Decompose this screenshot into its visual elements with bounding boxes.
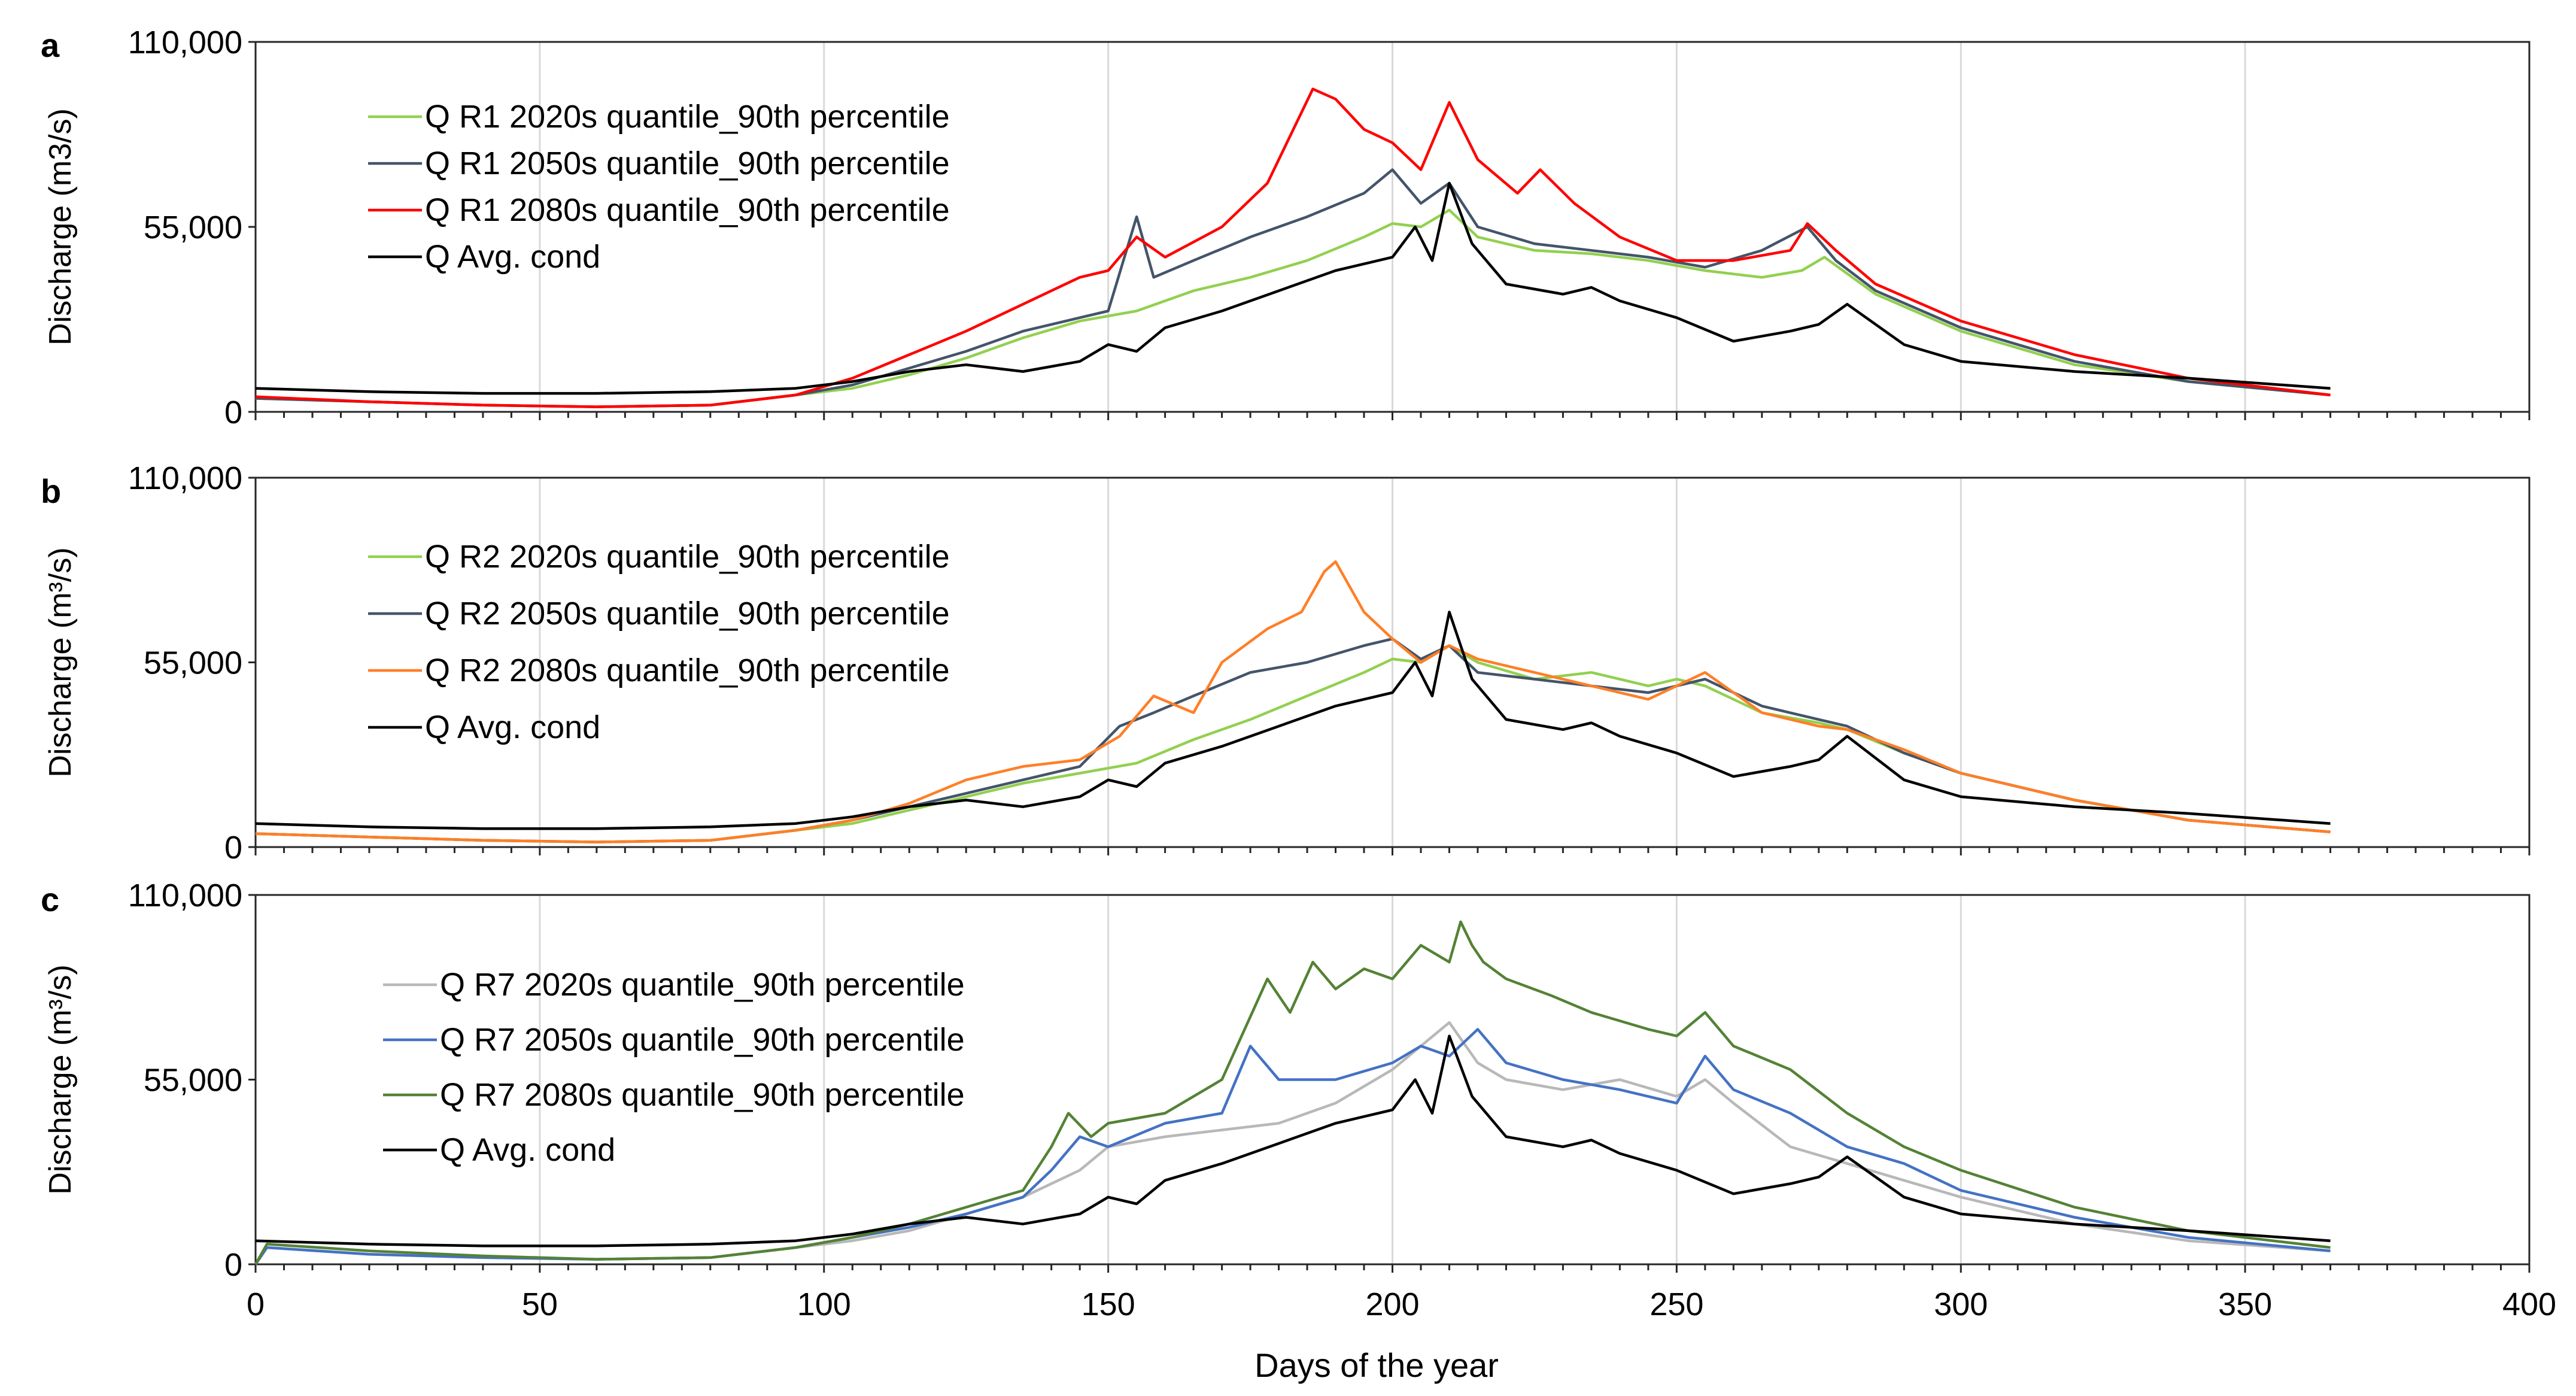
legend: Q R1 2020s quantile_90th percentile Q R1 … <box>368 99 950 275</box>
x-tick-label: 100 <box>797 1286 851 1322</box>
panel-letter: a <box>41 26 60 64</box>
legend-label: Q R1 2080s quantile_90th percentile <box>425 192 950 228</box>
y-tick-label: 110,000 <box>128 878 242 914</box>
legend-label: Q R2 2050s quantile_90th percentile <box>425 596 950 632</box>
legend-label: Q R1 2050s quantile_90th percentile <box>425 145 950 181</box>
series-line-4 <box>255 1034 2331 1248</box>
y-tick-label: 0 <box>224 1247 242 1283</box>
x-tick-label: 400 <box>2502 1286 2556 1322</box>
x-tick-label: 150 <box>1082 1286 1135 1322</box>
legend-label: Q R2 2020s quantile_90th percentile <box>425 539 950 575</box>
panels: 0 55,000 110,000 Discharge (m3/s) a Q R1 2020… <box>41 25 2556 1322</box>
series-line-4 <box>255 611 2331 830</box>
chart-panel-a: 0 55,000 110,000 Discharge (m3/s) a Q R1 2020… <box>41 25 2531 430</box>
legend-label: Q R7 2050s quantile_90th percentile <box>440 1022 965 1058</box>
x-tick-label: 0 <box>247 1286 265 1322</box>
x-tick-label: 200 <box>1365 1286 1419 1322</box>
y-tick-label: 55,000 <box>144 210 242 245</box>
y-tick-label: 0 <box>224 830 242 866</box>
chart-panel-b: 0 55,000 110,000 Discharge (m³/s) b Q R2 2020… <box>41 460 2531 866</box>
legend: Q R2 2020s quantile_90th percentile Q R2 … <box>368 539 950 745</box>
series-line-3 <box>255 560 2331 843</box>
panel-letter: c <box>41 881 59 918</box>
legend-label: Q R1 2020s quantile_90th percentile <box>425 99 950 135</box>
legend-label: Q Avg. cond <box>425 709 600 745</box>
legend-label: Q R2 2080s quantile_90th percentile <box>425 653 950 688</box>
x-tick-label: 300 <box>1934 1286 1988 1322</box>
y-axis-label: Discharge (m³/s) <box>43 547 78 777</box>
series-line-4 <box>255 181 2331 395</box>
x-tick-label: 350 <box>2218 1286 2272 1322</box>
x-tick-label: 50 <box>522 1286 558 1322</box>
y-tick-label: 0 <box>224 394 242 430</box>
x-axis-label: Days of the year <box>1254 1346 1499 1384</box>
legend-label: Q R7 2080s quantile_90th percentile <box>440 1077 965 1113</box>
legend-label: Q R7 2020s quantile_90th percentile <box>440 967 965 1003</box>
chart-panel-c: 0 55,000 110,000 0 50 100 150 200 250 300 350 400 Di… <box>41 878 2556 1322</box>
legend-label: Q Avg. cond <box>425 239 600 275</box>
series-line-3 <box>254 920 2331 1265</box>
y-tick-label: 55,000 <box>144 645 242 681</box>
legend: Q R7 2020s quantile_90th percentile Q R7 … <box>383 967 965 1168</box>
y-axis-label: Discharge (m³/s) <box>43 964 78 1194</box>
series-line-2 <box>255 168 2331 408</box>
panel-letter: b <box>41 472 61 510</box>
legend-label: Q Avg. cond <box>440 1132 615 1168</box>
y-axis-label: Discharge (m3/s) <box>43 108 78 345</box>
y-tick-label: 110,000 <box>128 460 242 496</box>
y-tick-label: 55,000 <box>144 1063 242 1098</box>
y-tick-label: 110,000 <box>128 25 242 60</box>
series-line-3 <box>255 87 2331 408</box>
x-tick-label: 250 <box>1650 1286 1703 1322</box>
